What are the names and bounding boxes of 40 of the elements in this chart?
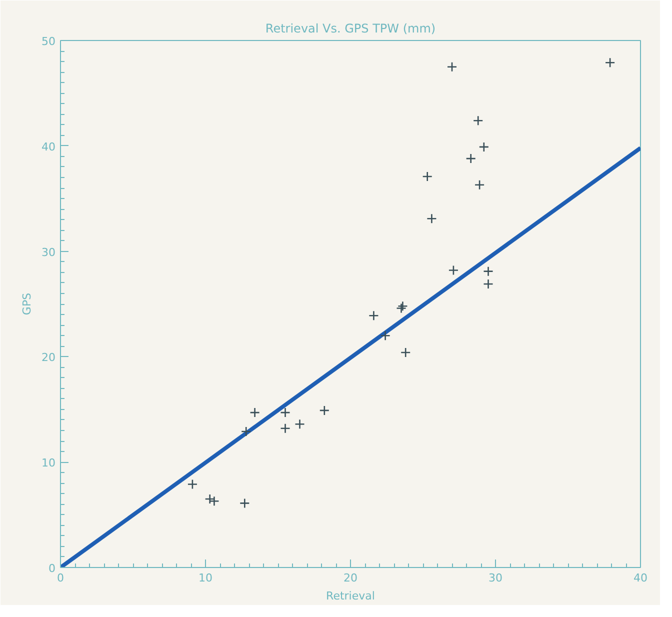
point: [448, 265, 459, 276]
x-tick-label: 0: [57, 572, 64, 584]
point: [280, 423, 290, 434]
point: [240, 498, 250, 508]
point: [466, 153, 476, 164]
point: [604, 57, 616, 68]
point: [483, 266, 494, 276]
point: [426, 213, 437, 224]
point: [483, 278, 494, 290]
x-tick-label: 40: [634, 572, 648, 584]
y-axis-title: GPS: [20, 292, 34, 316]
point: [398, 300, 408, 312]
point: [474, 180, 485, 190]
y-tick-label: 20: [42, 351, 56, 364]
point: [319, 405, 330, 416]
point: [187, 479, 198, 490]
x-axis-title: Retrieval: [326, 590, 375, 602]
point: [250, 407, 260, 418]
chart-title: Retrieval Vs. GPS TPW (mm): [265, 22, 436, 36]
x-tick-label: 20: [344, 572, 358, 584]
point: [294, 419, 305, 430]
x-tick-label: 30: [488, 572, 502, 584]
point: [478, 142, 490, 152]
point: [380, 330, 390, 341]
point: [368, 310, 379, 321]
point: [204, 494, 215, 504]
point: [396, 303, 406, 314]
point: [400, 347, 411, 358]
y-tick-label: 0: [48, 562, 56, 575]
y-tick-label: 50: [42, 35, 56, 48]
point: [422, 171, 432, 182]
point: [209, 496, 220, 506]
y-tick-label: 10: [42, 456, 56, 470]
x-tick-label: 10: [198, 572, 212, 584]
point: [240, 426, 252, 437]
y-tick-label: 40: [42, 140, 56, 154]
point: [446, 62, 458, 72]
y-tick-label: 30: [42, 246, 56, 259]
point: [472, 115, 484, 126]
point: [280, 407, 290, 418]
